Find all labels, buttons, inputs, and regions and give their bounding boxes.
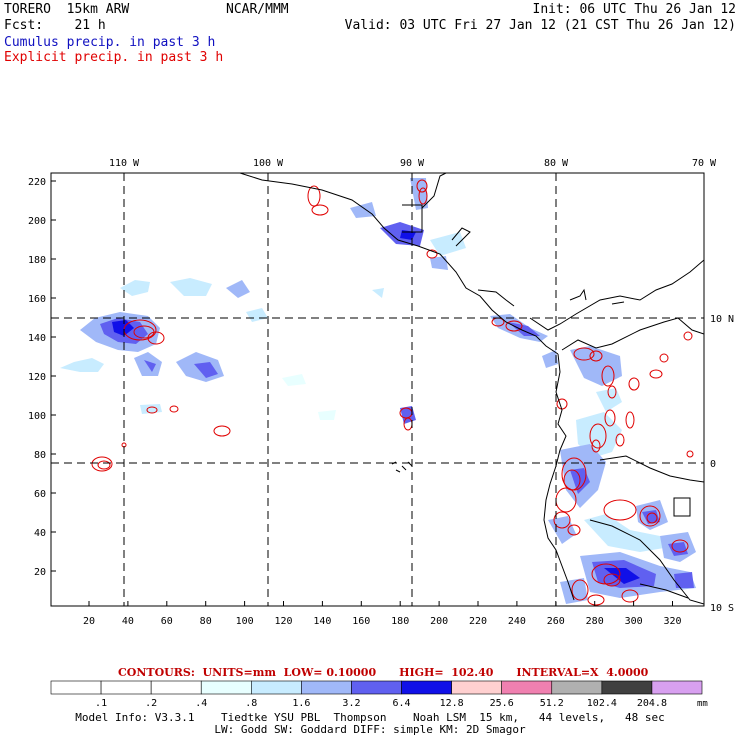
y-tick-label: 100 [28, 411, 46, 422]
x-tick-label: 20 [83, 616, 95, 627]
colorbar-label: .4 [195, 698, 207, 709]
x-tick-label: 40 [122, 616, 134, 627]
x-tick-label: 240 [508, 616, 526, 627]
x-tick-label: 60 [161, 616, 173, 627]
x-tick-label: 200 [430, 616, 448, 627]
lat-label-10s: 10 S [710, 603, 734, 614]
x-tick-label: 320 [663, 616, 681, 627]
org-label: NCAR/MMM [226, 2, 289, 17]
map-content [51, 173, 704, 606]
latlon-grid [51, 173, 704, 606]
coastlines [239, 173, 704, 605]
x-tick-label: 100 [236, 616, 254, 627]
colorbar-label: .8 [245, 698, 257, 709]
lon-label-110w: 110 W [109, 158, 140, 169]
y-tick-label: 220 [28, 177, 46, 188]
colorbar-label: 6.4 [393, 698, 411, 709]
cumulus-legend: Cumulus precip. in past 3 h [4, 35, 216, 50]
lon-label-70w: 70 W [692, 158, 717, 169]
y-tick-label: 160 [28, 294, 46, 305]
colorbar-label: 3.2 [342, 698, 360, 709]
lon-label-80w: 80 W [544, 158, 569, 169]
y-tick-label: 80 [34, 450, 46, 461]
explicit-precip-contours [91, 179, 694, 606]
x-tick-label: 260 [547, 616, 565, 627]
x-tick-label: 180 [391, 616, 409, 627]
y-tick-label: 180 [28, 255, 46, 266]
forecast-hour: Fcst: 21 h [4, 18, 106, 33]
colorbar: .1 .2 .4 .8 1.6 3.2 6.4 12.8 25.6 51.2 102.4 204.8 [50, 680, 703, 709]
x-tick-label: 220 [469, 616, 487, 627]
colorbar-swatch [401, 680, 452, 695]
colorbar-title: CONTOURS: UNITS=mm LOW= 0.10000 HIGH= 10… [118, 666, 649, 679]
explicit-legend: Explicit precip. in past 3 h [4, 50, 224, 65]
colorbar-unit: mm [697, 699, 708, 709]
colorbar-swatch [301, 680, 352, 695]
lat-label-10n: 10 N [710, 314, 734, 325]
y-tick-label: 60 [34, 489, 46, 500]
longitude-labels: 110 W 100 W 90 W 80 W 70 W [109, 158, 717, 169]
y-axis: 220 200 180 160 140 120 100 80 60 40 20 [28, 177, 56, 578]
y-tick-label: 200 [28, 216, 46, 227]
colorbar-swatch [551, 680, 603, 695]
colorbar-label: 51.2 [540, 698, 564, 709]
x-axis: 20 40 60 80 100 120 140 160 180 200 220 240 260 280 30… [83, 601, 682, 627]
colorbar-swatch [200, 680, 252, 695]
colorbar-swatch [150, 680, 202, 695]
x-tick-label: 300 [625, 616, 643, 627]
colorbar-label: 102.4 [587, 698, 617, 709]
colorbar-swatch [651, 680, 703, 695]
x-tick-label: 280 [586, 616, 604, 627]
colorbar-swatch [100, 680, 152, 695]
colorbar-swatch [451, 680, 502, 695]
y-tick-label: 140 [28, 333, 46, 344]
x-tick-label: 80 [200, 616, 212, 627]
x-tick-label: 160 [352, 616, 370, 627]
valid-time: Valid: 03 UTC Fri 27 Jan 12 (21 CST Thu … [344, 18, 736, 33]
map-frame [50, 172, 705, 607]
y-tick-label: 40 [34, 528, 46, 539]
lat-label-0: 0 [710, 459, 716, 470]
colorbar-swatch [351, 680, 402, 695]
colorbar-swatch [50, 680, 102, 695]
colorbar-label: .2 [145, 698, 157, 709]
colorbar-label: .1 [95, 698, 107, 709]
cumulus-precip-areas [60, 178, 696, 604]
physics-info-line: LW: Godd SW: Goddard DIFF: simple KM: 2D… [214, 723, 526, 736]
colorbar-label: 12.8 [440, 698, 464, 709]
y-tick-label: 20 [34, 567, 46, 578]
x-tick-label: 140 [313, 616, 331, 627]
y-tick-label: 120 [28, 372, 46, 383]
colorbar-swatch [501, 680, 553, 695]
lon-label-100w: 100 W [253, 158, 284, 169]
colorbar-swatch [251, 680, 302, 695]
colorbar-label: 1.6 [292, 698, 310, 709]
colorbar-swatch [601, 680, 653, 695]
colorbar-label: 25.6 [490, 698, 514, 709]
model-info-line: Model Info: V3.3.1 Tiedtke YSU PBL Thomp… [75, 711, 665, 724]
colorbar-label: 204.8 [637, 698, 667, 709]
latitude-labels: 10 N 0 10 S [710, 314, 734, 614]
lon-label-90w: 90 W [400, 158, 425, 169]
x-tick-label: 120 [274, 616, 292, 627]
init-time: Init: 06 UTC Thu 26 Jan 12 [532, 2, 737, 17]
model-title: TORERO 15km ARW [4, 2, 130, 17]
